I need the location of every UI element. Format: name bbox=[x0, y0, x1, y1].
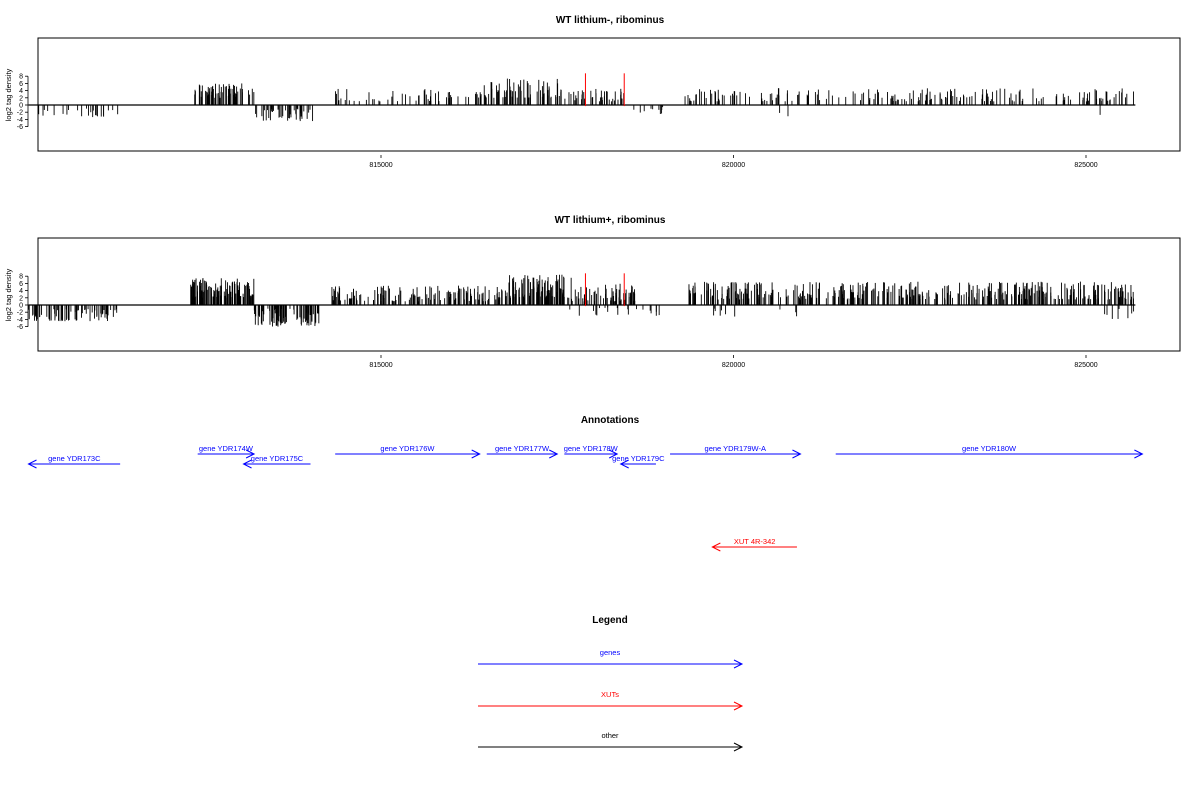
y-tick-label: 6 bbox=[19, 281, 23, 288]
plot-frame bbox=[37, 237, 1181, 352]
y-tick-label: 2 bbox=[19, 95, 23, 102]
arrow-head bbox=[242, 459, 252, 469]
y-tick-label: -6 bbox=[17, 324, 23, 331]
y-tick-label: 4 bbox=[19, 88, 23, 95]
legend-items: genes XUTs other bbox=[478, 648, 744, 752]
arrow-head bbox=[549, 449, 559, 459]
annotation-label: gene YDR176W bbox=[380, 444, 435, 453]
y-tick-label: -2 bbox=[17, 310, 23, 317]
arrow-head bbox=[792, 449, 802, 459]
panel-title: WT lithium-, ribominus bbox=[556, 15, 665, 26]
arrow-head bbox=[27, 459, 37, 469]
arrow-head bbox=[1134, 449, 1144, 459]
arrow-head bbox=[608, 449, 619, 459]
annotation-label: gene YDR179W-A bbox=[705, 444, 766, 453]
y-tick-label: 2 bbox=[19, 295, 23, 302]
x-tick-label: 820000 bbox=[722, 162, 745, 169]
y-tick-label: 6 bbox=[19, 81, 23, 88]
y-tick-label: -2 bbox=[17, 110, 23, 117]
y-tick-label: -4 bbox=[17, 317, 23, 324]
y-tick-label: 0 bbox=[19, 303, 23, 310]
legend-panel: Legend genes XUTs other bbox=[478, 615, 744, 752]
y-tick-label: 0 bbox=[19, 103, 23, 110]
arrow-head bbox=[733, 701, 744, 711]
y-tick-label: 8 bbox=[19, 274, 23, 281]
annotation-label: gene YDR177W bbox=[495, 444, 550, 453]
annotation-label: gene YDR173C bbox=[48, 454, 101, 463]
y-axis-label: log2 tag density bbox=[4, 268, 13, 321]
panel-title: WT lithium+, ribominus bbox=[555, 215, 666, 226]
arrow-head bbox=[711, 542, 721, 552]
annotations-title: Annotations bbox=[581, 415, 640, 426]
legend-label: XUTs bbox=[601, 690, 619, 699]
arrow-head bbox=[245, 449, 256, 459]
panel-lithium-plus: WT lithium+, ribominus log2 tag density … bbox=[4, 215, 1181, 369]
y-tick-label: 4 bbox=[19, 288, 23, 295]
arrow-head bbox=[619, 459, 629, 469]
arrow-head bbox=[733, 659, 744, 669]
annotation-label: gene YDR178W bbox=[564, 444, 619, 453]
x-tick-label: 825000 bbox=[1074, 362, 1097, 369]
arrow-head bbox=[733, 742, 744, 752]
annotation-label: XUT 4R-342 bbox=[734, 537, 776, 546]
y-tick-label: 8 bbox=[19, 74, 23, 81]
x-tick-label: 815000 bbox=[369, 162, 392, 169]
x-tick-label: 815000 bbox=[369, 362, 392, 369]
y-tick-label: -6 bbox=[17, 124, 23, 131]
y-axis-label: log2 tag density bbox=[4, 68, 13, 121]
annotation-label: gene YDR175C bbox=[251, 454, 304, 463]
legend-label: other bbox=[601, 731, 619, 740]
y-tick-label: -4 bbox=[17, 117, 23, 124]
annotation-label: gene YDR180W bbox=[962, 444, 1017, 453]
plot-frame bbox=[37, 37, 1181, 152]
annotation-label: gene YDR174W bbox=[199, 444, 254, 453]
arrow-head bbox=[471, 449, 481, 459]
panel-lithium-minus: WT lithium-, ribominus log2 tag density … bbox=[4, 15, 1181, 169]
annotation-label: gene YDR179C bbox=[612, 454, 665, 463]
x-tick-label: 820000 bbox=[722, 362, 745, 369]
x-tick-label: 825000 bbox=[1074, 162, 1097, 169]
legend-label: genes bbox=[600, 648, 621, 657]
legend-title: Legend bbox=[592, 615, 628, 626]
